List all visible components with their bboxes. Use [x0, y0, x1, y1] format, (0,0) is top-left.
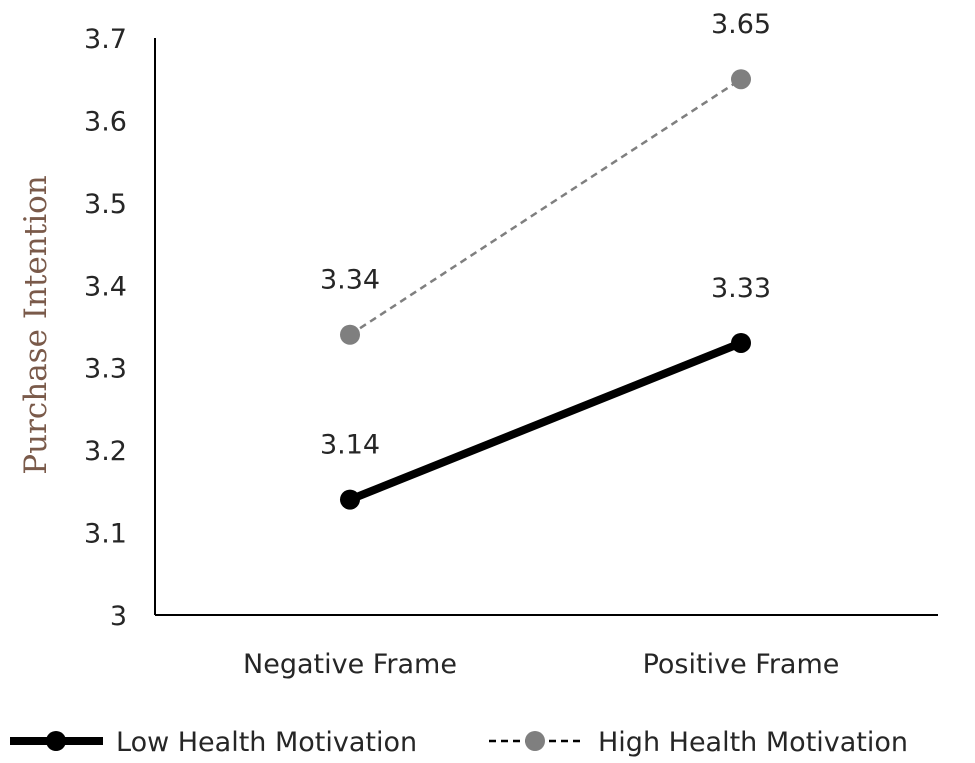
y-tick-label: 3.1	[84, 519, 127, 550]
legend-item-high-health-motivation: High Health Motivation	[489, 727, 908, 758]
data-point	[731, 69, 751, 90]
legend-marker	[46, 731, 66, 751]
legend-marker	[525, 731, 545, 751]
y-tick-label: 3.3	[84, 354, 127, 385]
legend-label: High Health Motivation	[598, 727, 908, 758]
x-tick-labels: Negative Frame Positive Frame	[243, 649, 839, 680]
series-layer: 3.14 3.33 3.34 3.65	[320, 9, 771, 510]
y-axis-label: Purchase Intention	[18, 175, 54, 475]
y-tick-label: 3	[110, 601, 127, 632]
series-line	[349, 78, 742, 336]
y-tick-label: 3.4	[84, 271, 127, 302]
series-line	[348, 339, 743, 504]
y-tick-label: 3.6	[84, 106, 127, 137]
data-point	[340, 489, 360, 510]
legend: Low Health Motivation High Health Motivat…	[10, 727, 908, 758]
legend-item-low-health-motivation: Low Health Motivation	[10, 727, 417, 758]
data-label: 3.14	[320, 430, 380, 461]
series-high-health-motivation: 3.34 3.65	[320, 9, 771, 345]
data-label: 3.33	[711, 273, 771, 304]
y-tick-label: 3.7	[84, 24, 127, 55]
legend-label: Low Health Motivation	[116, 727, 417, 758]
data-label: 3.34	[320, 265, 380, 296]
y-tick-label: 3.5	[84, 189, 127, 220]
y-tick-label: 3.2	[84, 436, 127, 467]
y-tick-labels: 3 3.1 3.2 3.3 3.4 3.5 3.6 3.7	[84, 24, 127, 632]
data-point	[731, 332, 751, 353]
axes	[154, 38, 938, 616]
series-low-health-motivation: 3.14 3.33	[320, 273, 771, 510]
x-category-label: Negative Frame	[243, 649, 457, 680]
x-category-label: Positive Frame	[643, 649, 840, 680]
data-label: 3.65	[711, 9, 771, 40]
data-point	[340, 324, 360, 345]
